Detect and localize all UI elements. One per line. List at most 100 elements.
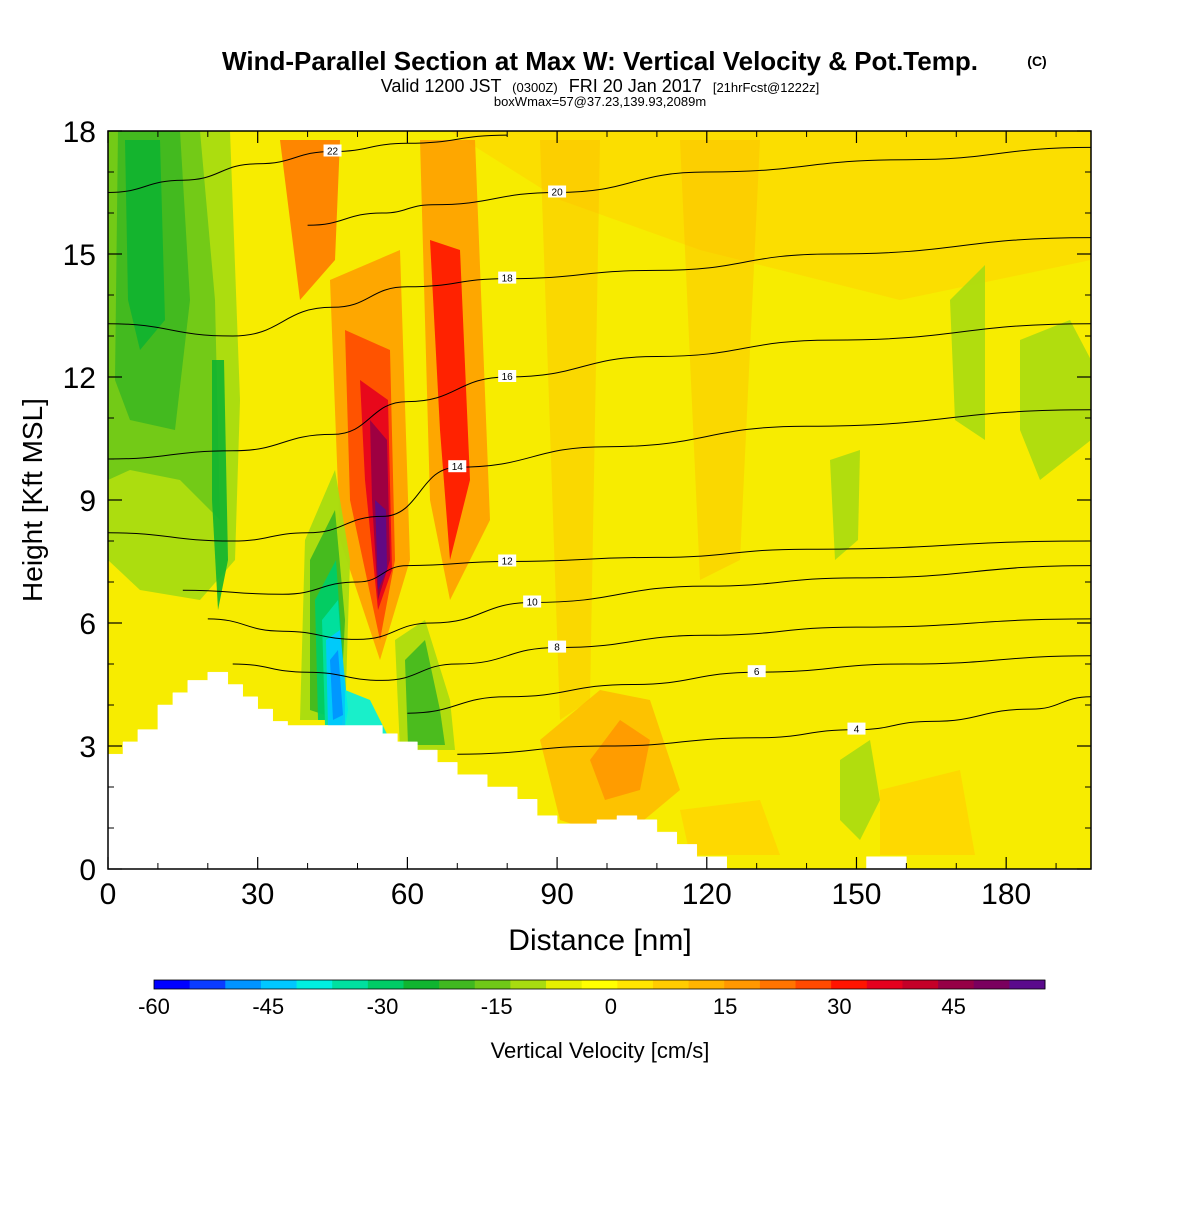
velocity-region (590, 720, 650, 800)
colorbar-swatch (510, 980, 547, 989)
contour-label: 18 (502, 274, 514, 285)
contour-label: 14 (452, 462, 464, 473)
x-tick-label: 30 (241, 878, 274, 911)
colorbar-swatch (439, 980, 476, 989)
velocity-field (108, 131, 1091, 855)
y-tick-label: 3 (79, 731, 96, 764)
colorbar-swatch (225, 980, 262, 989)
y-tick-label: 12 (63, 362, 96, 395)
velocity-region (212, 360, 228, 610)
colorbar-swatch (938, 980, 975, 989)
box-info: boxWmax=57@37.23,139.93,2089m (494, 94, 706, 109)
colorbar-swatch (866, 980, 903, 989)
contour-label-box (548, 640, 567, 653)
colorbar-swatch (581, 980, 618, 989)
colorbar-swatch (154, 980, 191, 989)
contour-label-box (323, 144, 342, 157)
colorbar-swatch (973, 980, 1010, 989)
colorbar-frame (153, 979, 1046, 990)
colorbar-tick-label: -30 (367, 994, 399, 1019)
x-tick-label: 90 (540, 878, 573, 911)
contour-label-box (523, 595, 542, 608)
terrain-mask (108, 671, 1091, 869)
colorbar-swatch (367, 980, 404, 989)
colorbar-swatch (652, 980, 690, 989)
colorbar-tick-label: -60 (138, 994, 170, 1019)
subtitle-zulu: (0300Z) (512, 80, 558, 95)
colorbar: -60 -45 -30 -15 0 15 30 45 (138, 979, 1046, 1019)
colorbar-swatch (724, 980, 761, 989)
subtitle-date: FRI 20 Jan 2017 (569, 76, 702, 96)
velocity-region (950, 265, 985, 440)
velocity-region (1020, 320, 1091, 480)
contour-label-box (548, 185, 567, 198)
contour-label: 22 (327, 147, 339, 158)
x-tick-label: 0 (100, 878, 117, 911)
theta-contour-line (457, 696, 1091, 755)
contour-label: 10 (527, 598, 539, 609)
contour-label-box (498, 271, 517, 284)
x-tick-label: 150 (831, 878, 881, 911)
colorbar-tick-label: 15 (713, 994, 737, 1019)
theta-contour-line (108, 134, 508, 193)
velocity-region (540, 140, 600, 720)
colorbar-label: Vertical Velocity [cm/s] (491, 1038, 710, 1063)
colorbar-swatch (296, 980, 333, 989)
colorbar-swatch (332, 980, 369, 989)
colorbar-tick-label: -15 (481, 994, 513, 1019)
colorbar-tick-label: -45 (252, 994, 284, 1019)
colorbar-swatch (1009, 980, 1046, 989)
y-tick-label: 0 (79, 854, 96, 887)
contour-label-box (498, 554, 517, 567)
colorbar-swatch (759, 980, 797, 989)
chart-title: Wind-Parallel Section at Max W: Vertical… (222, 46, 978, 76)
velocity-region (430, 240, 470, 560)
contour-label: 12 (502, 557, 514, 568)
velocity-region (330, 131, 1091, 300)
subtitle-valid: Valid 1200 JST (381, 76, 502, 96)
colorbar-swatch (189, 980, 226, 989)
theta-contour-labels: 4 6 8 10 12 14 16 18 20 22 (323, 144, 866, 736)
x-tick-label: 180 (981, 878, 1031, 911)
x-tick-label: 60 (391, 878, 424, 911)
contour-label-box (448, 460, 467, 473)
colorbar-tick-label: 45 (941, 994, 965, 1019)
y-tick-label: 6 (79, 608, 96, 641)
colorbar-swatch (403, 980, 440, 989)
colorbar-swatch (617, 980, 654, 989)
y-tick-label: 9 (79, 485, 96, 518)
x-tick-label: 120 (682, 878, 732, 911)
velocity-region (680, 140, 760, 580)
contour-label: 8 (554, 643, 560, 654)
contour-label: 16 (502, 372, 514, 383)
colorbar-swatch (831, 980, 868, 989)
velocity-region (125, 140, 165, 350)
contour-label-box (847, 722, 866, 735)
axis-ticks: 0 30 60 90 120 150 180 0 3 6 9 12 15 18 (63, 116, 1091, 911)
theta-contour-line (407, 655, 1091, 714)
contour-label-box (498, 370, 517, 382)
colorbar-tick-label: 30 (827, 994, 851, 1019)
subtitle-forecast: [21hrFcst@1222z] (713, 80, 819, 95)
colorbar-swatch (260, 980, 298, 989)
colorbar-swatch (474, 980, 511, 989)
colorbar-tick-label: 0 (605, 994, 617, 1019)
colorbar-swatch (546, 980, 583, 989)
contour-label-box (747, 665, 766, 678)
chart-subtitle: Valid 1200 JST (0300Z) FRI 20 Jan 2017 [… (381, 76, 820, 96)
velocity-region (880, 770, 975, 855)
contour-label: 4 (854, 725, 860, 736)
y-tick-label: 18 (63, 116, 96, 149)
colorbar-swatch (795, 980, 832, 989)
velocity-region (375, 500, 387, 590)
colorbar-swatch (688, 980, 725, 989)
colorbar-swatch (902, 980, 939, 989)
velocity-region (830, 450, 860, 560)
title-mark: (C) (1027, 53, 1046, 69)
velocity-region (680, 800, 780, 855)
velocity-region (840, 740, 880, 840)
y-tick-label: 15 (63, 239, 96, 272)
plot-area (108, 131, 1091, 869)
